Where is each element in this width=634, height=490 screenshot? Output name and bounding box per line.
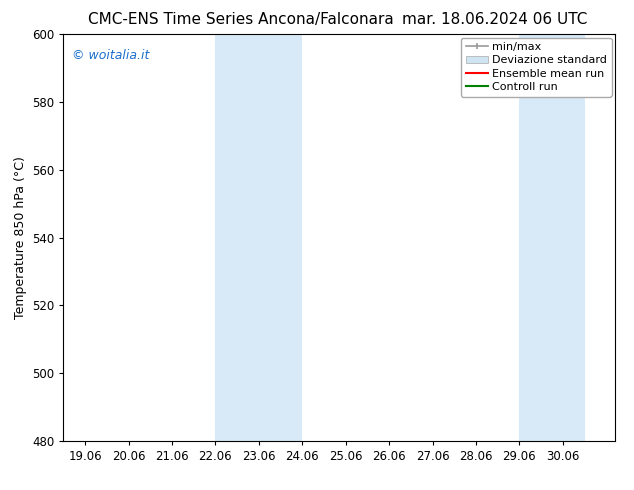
Text: CMC-ENS Time Series Ancona/Falconara: CMC-ENS Time Series Ancona/Falconara [88, 12, 394, 27]
Text: © woitalia.it: © woitalia.it [72, 49, 149, 62]
Y-axis label: Temperature 850 hPa (°C): Temperature 850 hPa (°C) [13, 156, 27, 319]
Text: mar. 18.06.2024 06 UTC: mar. 18.06.2024 06 UTC [402, 12, 587, 27]
Bar [519, 34, 585, 441]
Legend: min/max, Deviazione standard, Ensemble mean run, Controll run: min/max, Deviazione standard, Ensemble m… [461, 38, 612, 97]
Bar [216, 34, 302, 441]
